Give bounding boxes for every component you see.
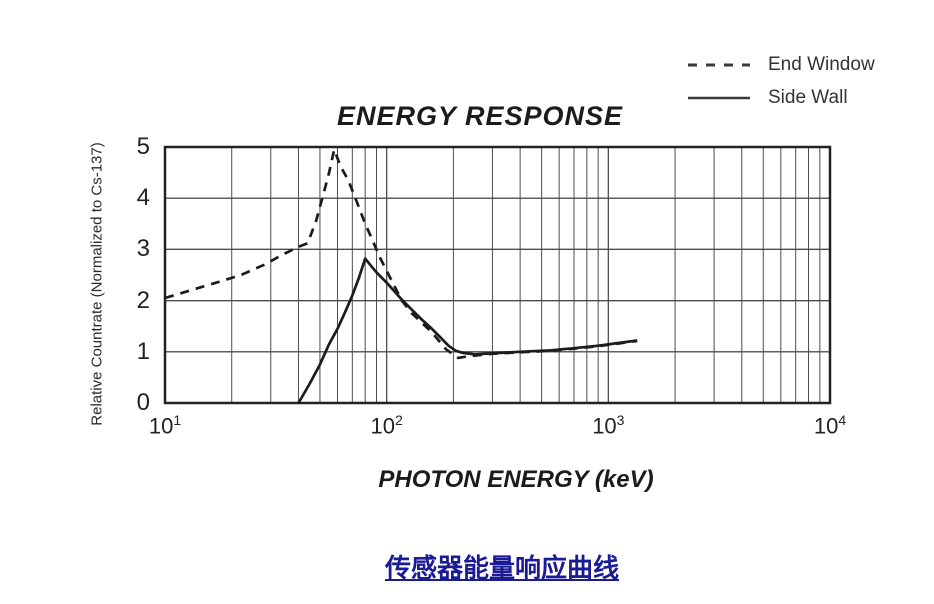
series-end-window	[164, 148, 638, 360]
x-tick-label: 103	[592, 412, 625, 439]
caption-link[interactable]: 传感器能量响应曲线	[384, 553, 619, 583]
y-tick-label: 0	[136, 389, 150, 416]
y-tick-label: 4	[136, 184, 150, 212]
x-axis-title: PHOTON ENERGY (keV)	[378, 466, 654, 493]
legend-item-side-wall: Side Wall	[686, 81, 875, 114]
x-tick-label: 102	[370, 412, 403, 439]
chart-title: ENERGY RESPONSE	[336, 101, 624, 131]
y-tick-label: 1	[136, 337, 150, 365]
plot-border	[163, 145, 832, 405]
y-tick-label: 5	[136, 133, 150, 160]
y-tick-label: 3	[136, 235, 150, 263]
legend-label-end-window: End Window	[768, 53, 875, 75]
y-tick-label: 2	[136, 286, 150, 314]
solid-line-sample-icon	[688, 96, 750, 99]
x-tick-label: 101	[148, 412, 182, 439]
legend-item-end-window: End Window	[686, 48, 875, 81]
x-tick-label: 104	[813, 412, 847, 439]
legend-label-side-wall: Side Wall	[768, 86, 848, 108]
chart-legend: End Window Side Wall	[686, 48, 875, 114]
series-side-wall	[297, 257, 638, 404]
